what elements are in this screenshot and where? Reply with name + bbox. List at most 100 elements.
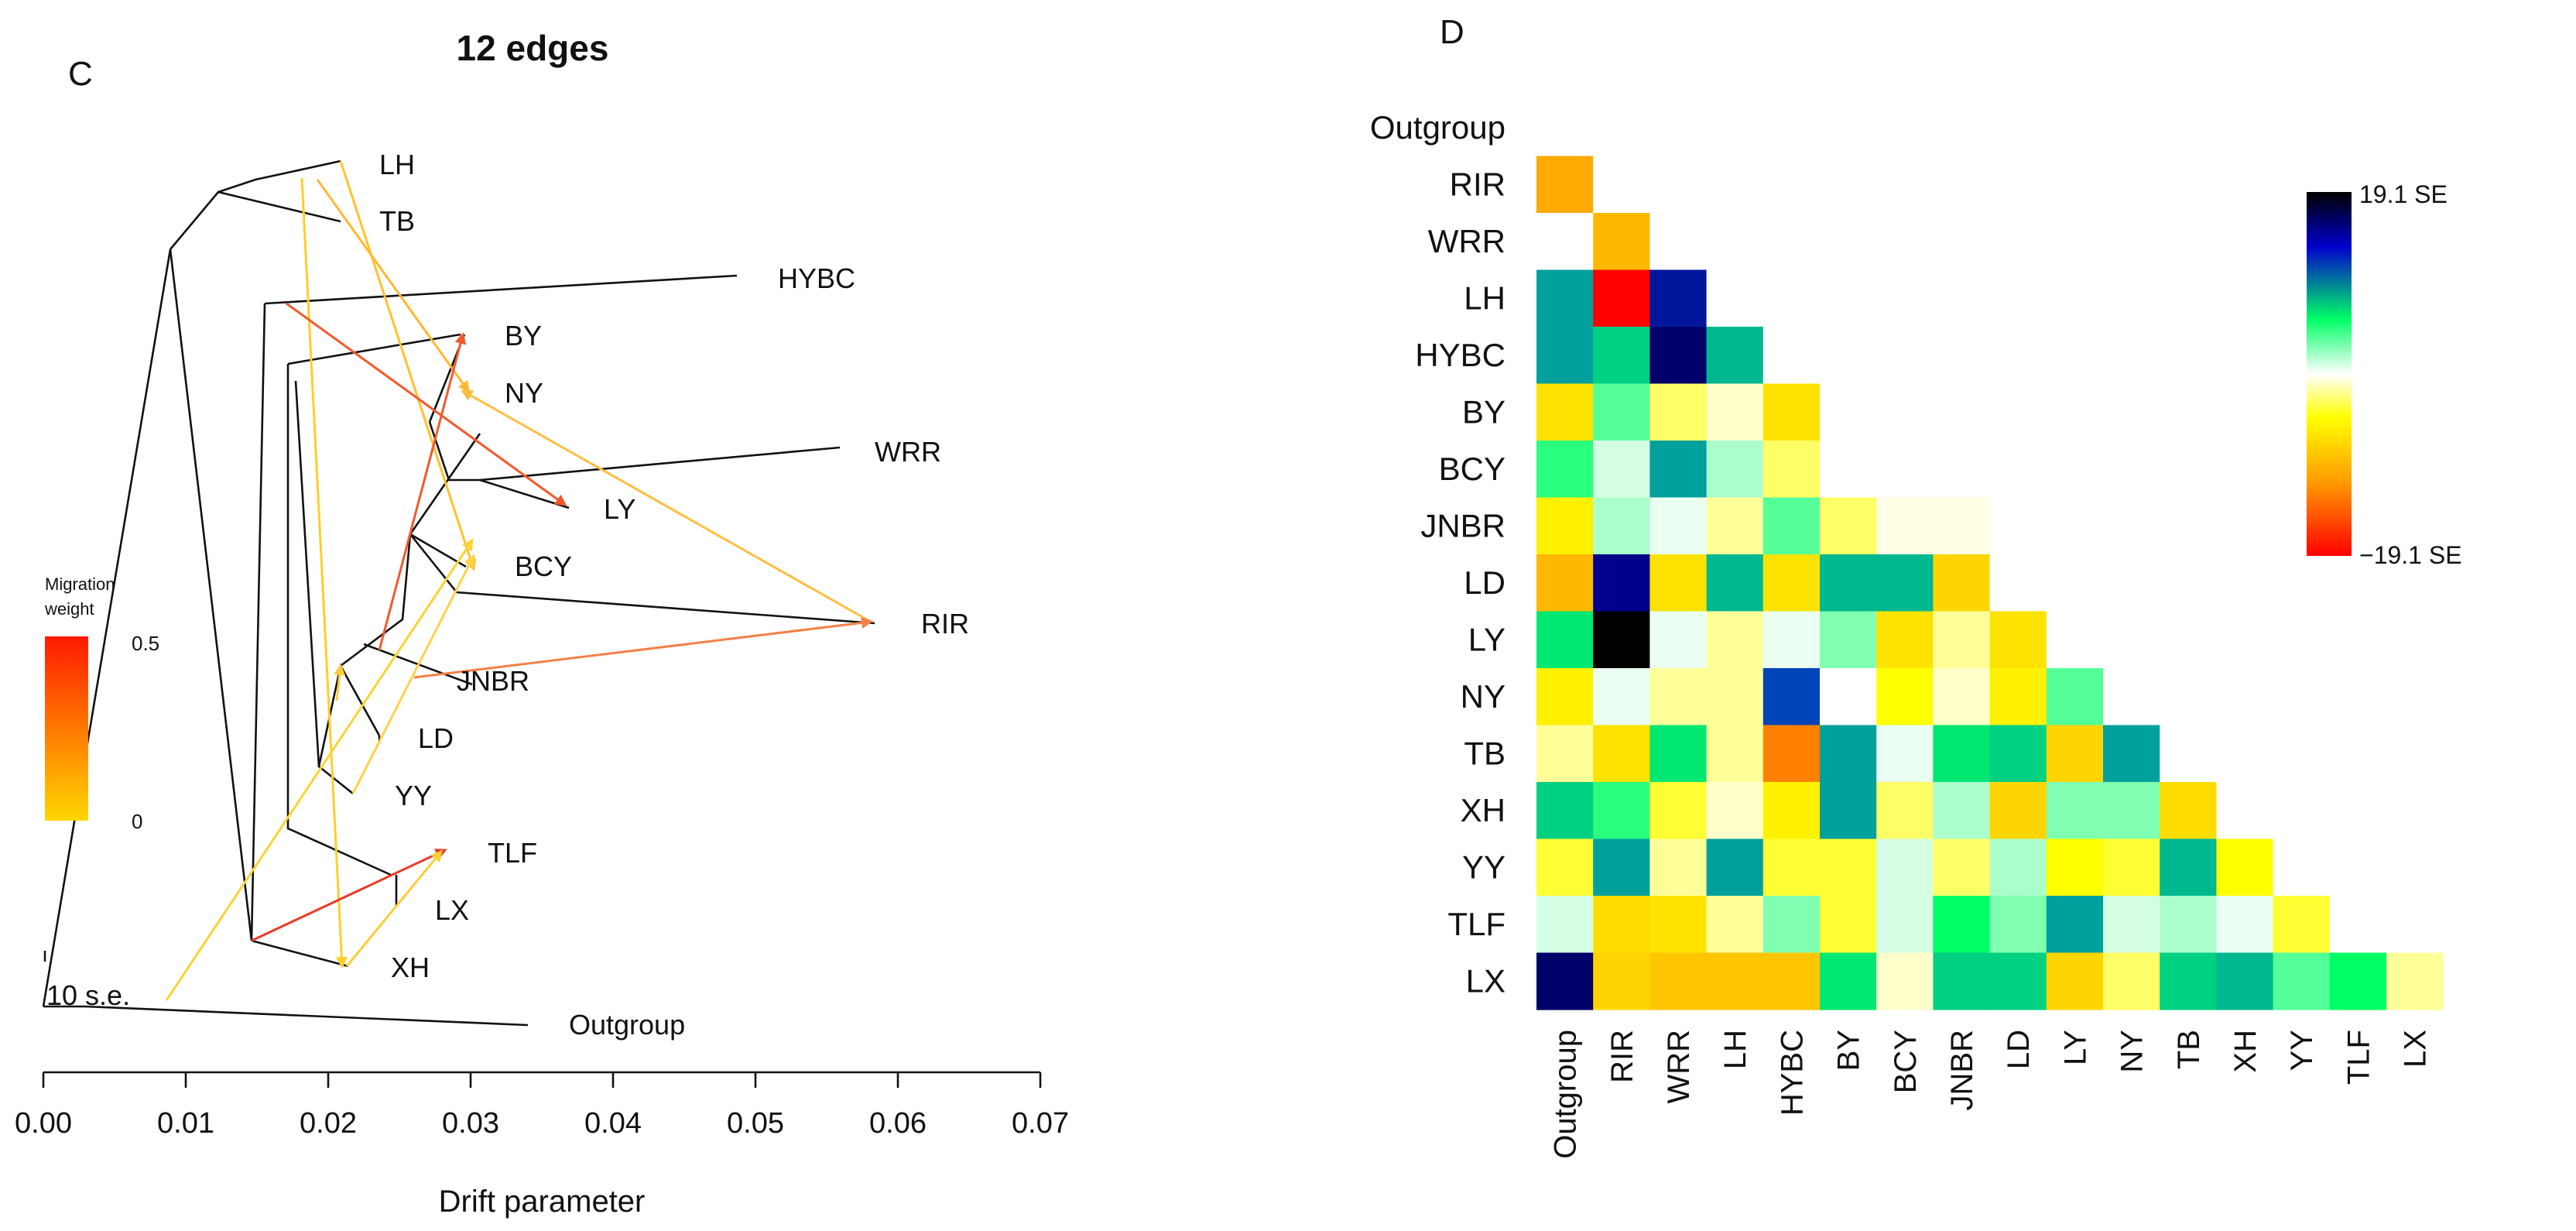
- tip-label: RIR: [921, 608, 969, 640]
- heatmap-cell: [1820, 782, 1877, 840]
- heatmap-cell: [1933, 554, 1991, 612]
- x-tick-label: 0.02: [300, 1107, 357, 1140]
- x-tick-label: 0.03: [442, 1107, 499, 1140]
- branch-main-down: [169, 249, 253, 941]
- heatmap-cell: [1762, 611, 1821, 669]
- heatmap-cell: [1536, 725, 1594, 783]
- heatmap-row-label: XH: [1461, 792, 1506, 828]
- heatmap-cell: [1820, 952, 1877, 1010]
- x-tick-label: 0.07: [1012, 1107, 1069, 1140]
- heatmap-cell: [1649, 269, 1708, 327]
- heatmap-cell: [1536, 441, 1594, 499]
- heatmap-row-label: LX: [1466, 962, 1506, 999]
- heatmap-cell: [1933, 952, 1991, 1010]
- x-axis-label: Drift parameter: [439, 1185, 646, 1219]
- branch-tb: [218, 190, 341, 223]
- branch-xh: [251, 939, 349, 968]
- migration-edge: [351, 554, 475, 794]
- tip-label: BCY: [515, 550, 572, 582]
- heatmap-cell: [2273, 896, 2331, 954]
- heatmap-cell: [1536, 497, 1594, 555]
- heatmap-cell: [2273, 838, 2331, 897]
- heatmap-cell: [1593, 554, 1650, 612]
- se-colorbar-min-label: −19.1 SE: [2359, 541, 2462, 569]
- heatmap-cell: [1933, 782, 1991, 840]
- heatmap-col-label: XH: [2228, 1030, 2263, 1073]
- heatmap-cell: [2103, 838, 2160, 897]
- x-tick-label: 0.05: [727, 1107, 784, 1140]
- heatmap-cell: [1706, 896, 1764, 954]
- x-axis-ticks: 0.00 0.01 0.02 0.03 0.04 0.05 0.06 0.07: [15, 1072, 1069, 1140]
- legend-max-label: 0.5: [132, 632, 159, 655]
- heatmap-cell: [1593, 213, 1650, 271]
- heatmap-cell: [1762, 554, 1821, 612]
- tip-label: Outgroup: [569, 1009, 685, 1041]
- heatmap-col-label: LH: [1718, 1030, 1752, 1069]
- heatmap-cell: [1536, 782, 1594, 840]
- heatmap-cell: [1593, 782, 1650, 840]
- heatmap-cell: [2329, 952, 2387, 1010]
- heatmap-cell: [1933, 896, 1991, 954]
- x-tick-label: 0.06: [869, 1107, 927, 1140]
- tip-label: JNBR: [457, 665, 529, 697]
- heatmap-cell: [1989, 611, 2047, 669]
- heatmap-cell: [1593, 156, 1650, 214]
- heatmap-col-label: WRR: [1662, 1030, 1696, 1104]
- heatmap-cell: [1536, 554, 1594, 612]
- se-colorbar: 19.1 SE −19.1 SE: [2307, 180, 2462, 569]
- x-axis: 0.00 0.01 0.02 0.03 0.04 0.05 0.06 0.07 Drift p…: [15, 1071, 1069, 1219]
- branch-vertical-b: [286, 364, 392, 876]
- branch-rir: [409, 533, 875, 625]
- heatmap-row-label: HYBC: [1415, 337, 1506, 373]
- heatmap-cell: [1593, 441, 1650, 499]
- heatmap-cell: [1876, 838, 1934, 897]
- heatmap-cell: [2160, 896, 2217, 954]
- tip-label: NY: [505, 377, 543, 409]
- heatmap-cell: [2160, 725, 2217, 783]
- heatmap-cell: [2103, 952, 2160, 1010]
- heatmap-cell: [2216, 952, 2274, 1010]
- branch-inner-3: [428, 421, 841, 482]
- heatmap-cell: [1876, 554, 1934, 612]
- scale-bar: 10 s.e.: [43, 951, 130, 1011]
- heatmap-cell: [1820, 725, 1877, 783]
- heatmap-cell: [1593, 269, 1650, 327]
- heatmap-cell: [1989, 838, 2047, 897]
- heatmap-cell: [1536, 896, 1594, 954]
- heatmap-cell: [1820, 611, 1877, 669]
- heatmap-cell: [1933, 497, 1991, 555]
- heatmap-cell: [1706, 497, 1764, 555]
- x-tick-label: 0.01: [157, 1107, 214, 1140]
- heatmap-col-label: LD: [2002, 1030, 2036, 1069]
- se-colorbar-max-label: 19.1 SE: [2359, 180, 2448, 208]
- heatmap-cell: [1876, 441, 1934, 499]
- heatmap-cell: [1706, 327, 1764, 385]
- heatmap-cell: [1876, 611, 1934, 669]
- heatmap-col-label: HYBC: [1775, 1030, 1809, 1116]
- branch-by-node: [287, 333, 461, 365]
- heatmap-row-label: Outgroup: [1370, 109, 1506, 146]
- heatmap-cell: [1536, 668, 1594, 726]
- heatmap-cell: [1649, 782, 1708, 840]
- tip-label: LX: [435, 894, 469, 926]
- x-tick-label: 0.00: [15, 1107, 72, 1140]
- heatmap-cell: [1593, 838, 1650, 897]
- heatmap-cell: [2103, 725, 2160, 783]
- heatmap-cell: [2160, 838, 2217, 897]
- heatmap-cell: [1649, 896, 1708, 954]
- heatmap-cell: [1989, 952, 2047, 1010]
- heatmap-cell: [1649, 327, 1708, 385]
- heatmap-cell: [1989, 782, 2047, 840]
- heatmap-cell: [1762, 896, 1821, 954]
- heatmap-cell: [1706, 668, 1764, 726]
- heatmap-col-label: NY: [2115, 1030, 2150, 1073]
- branch-root-vertical: [42, 249, 172, 1007]
- heatmap-cell: [1706, 383, 1764, 441]
- heatmap-cell: [2216, 782, 2274, 840]
- heatmap-cell: [1820, 441, 1877, 499]
- heatmap-cell: [1762, 725, 1821, 783]
- heatmap-row-label: RIR: [1450, 166, 1506, 202]
- heatmap-row-labels: Outgroup RIR WRR LH HYBC BY BCY JNBR LD LY NY TB XH Y…: [1370, 109, 1506, 1000]
- migration-edge: [251, 849, 447, 942]
